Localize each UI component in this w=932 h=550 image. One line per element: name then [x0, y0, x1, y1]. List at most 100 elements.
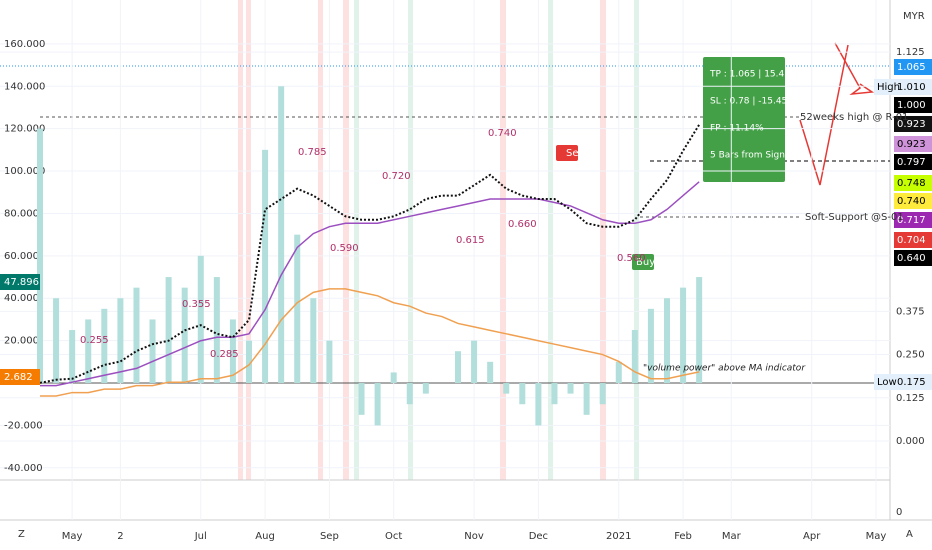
band [634, 0, 639, 480]
corner-right: A [906, 529, 913, 540]
annotation: 0.720 [382, 171, 411, 182]
left-marker-label: 2.682 [4, 372, 33, 383]
volume-bar [487, 361, 494, 384]
y2-tick-label: 20.000 [4, 336, 39, 347]
y2-tick-label: -40.000 [4, 463, 43, 474]
annotation: 0.785 [298, 147, 327, 158]
arrow [834, 42, 875, 96]
price-marker-value: 0.175 [897, 377, 926, 388]
x-tick-label: Oct [385, 531, 402, 542]
volume-bar [551, 383, 558, 405]
y2-tick-label: 140.000 [4, 81, 45, 92]
band [600, 0, 606, 480]
signal-box [703, 57, 785, 182]
y-tick-label: 1.125 [896, 47, 925, 58]
buy-tag [632, 254, 654, 270]
volume-bar [117, 298, 124, 384]
ma-line [40, 181, 700, 387]
price-marker [894, 175, 932, 191]
price-marker [894, 154, 932, 170]
price-marker-label: Low [877, 377, 897, 388]
price-marker [874, 374, 932, 390]
price-marker-label: 0.748 [897, 178, 926, 189]
x-tick-label: Nov [464, 531, 484, 542]
sell-tag [556, 145, 578, 161]
x-tick-label: Jul [194, 531, 207, 542]
y-tick-label: 0.375 [896, 306, 925, 317]
volume-bar [374, 383, 381, 426]
left-marker [0, 274, 40, 290]
volume-bar [471, 340, 478, 384]
volume-bar [246, 340, 252, 384]
volume-bar [197, 255, 204, 384]
price-marker-label: 0.923 [897, 139, 926, 150]
volume-bar [181, 287, 188, 384]
volume-bar [229, 319, 236, 384]
volume-bar [358, 383, 365, 415]
price-marker [894, 193, 932, 209]
annotation: 52weeks high @ R-01 [800, 112, 908, 123]
x-tick-label: Dec [529, 531, 548, 542]
volume-bar [326, 340, 333, 384]
pane-tick: 0 [896, 507, 902, 518]
signal-text: TP : 1.065 | 15.45% [709, 70, 799, 80]
volume-bar [631, 330, 638, 384]
volume-bar [422, 383, 429, 394]
volume-bar [69, 330, 76, 384]
band [343, 0, 349, 480]
price-marker-label: 0.797 [897, 157, 926, 168]
arrow [799, 44, 849, 186]
price-marker [894, 59, 932, 75]
volume-bar [149, 319, 156, 384]
band [408, 0, 413, 480]
annotation: 0.355 [182, 299, 211, 310]
volume-bar [583, 383, 590, 415]
x-tick-label: Feb [674, 531, 692, 542]
price-marker-value: 1.010 [897, 82, 926, 93]
annotation: Sell [566, 148, 584, 159]
volume-bar [294, 234, 301, 384]
left-marker [0, 369, 40, 385]
y2-tick-label: 40.000 [4, 293, 39, 304]
y2-tick-label: 100.000 [4, 166, 45, 177]
corner-left: Z [18, 529, 25, 540]
volume-bar [133, 287, 140, 384]
annotation: Soft-Support @S-01 [805, 212, 904, 223]
left-marker-label: 47.896 [4, 277, 39, 288]
y-tick-label: 0.000 [896, 436, 925, 447]
volume-bar [599, 383, 606, 405]
y-tick-label: 0.125 [896, 393, 925, 404]
ma-line [40, 288, 700, 397]
price-marker [894, 212, 932, 228]
annotation: 0.255 [80, 335, 109, 346]
volume-bar [567, 383, 574, 394]
price-marker [894, 97, 932, 113]
volume-bar [696, 277, 703, 384]
annotation: 0.285 [210, 349, 239, 360]
band [318, 0, 323, 480]
annotation: 0.660 [508, 219, 537, 230]
band [246, 0, 251, 480]
price-line [39, 124, 701, 384]
price-marker [894, 136, 932, 152]
band [500, 0, 506, 480]
y2-tick-label: -20.000 [4, 420, 43, 431]
volume-bar [310, 298, 317, 384]
band [238, 0, 243, 480]
price-marker-label: High [877, 82, 900, 93]
y2-tick-label: 120.000 [4, 124, 45, 135]
annotation: 0.615 [456, 235, 485, 246]
volume-bar [647, 308, 654, 384]
price-marker-label: 0.923 [897, 119, 926, 130]
signal-text: SL : 0.78 | -15.45% [710, 97, 796, 107]
volume-bar [519, 383, 526, 405]
price-marker-label: 1.065 [897, 62, 926, 73]
x-tick-label: May [866, 531, 887, 542]
volume-bar [535, 383, 542, 426]
currency: MYR [903, 11, 925, 22]
volume-bar [406, 383, 413, 405]
price-marker-label: 0.640 [897, 253, 926, 264]
y2-tick-label: 160.000 [4, 39, 45, 50]
session-bands [238, 0, 639, 480]
